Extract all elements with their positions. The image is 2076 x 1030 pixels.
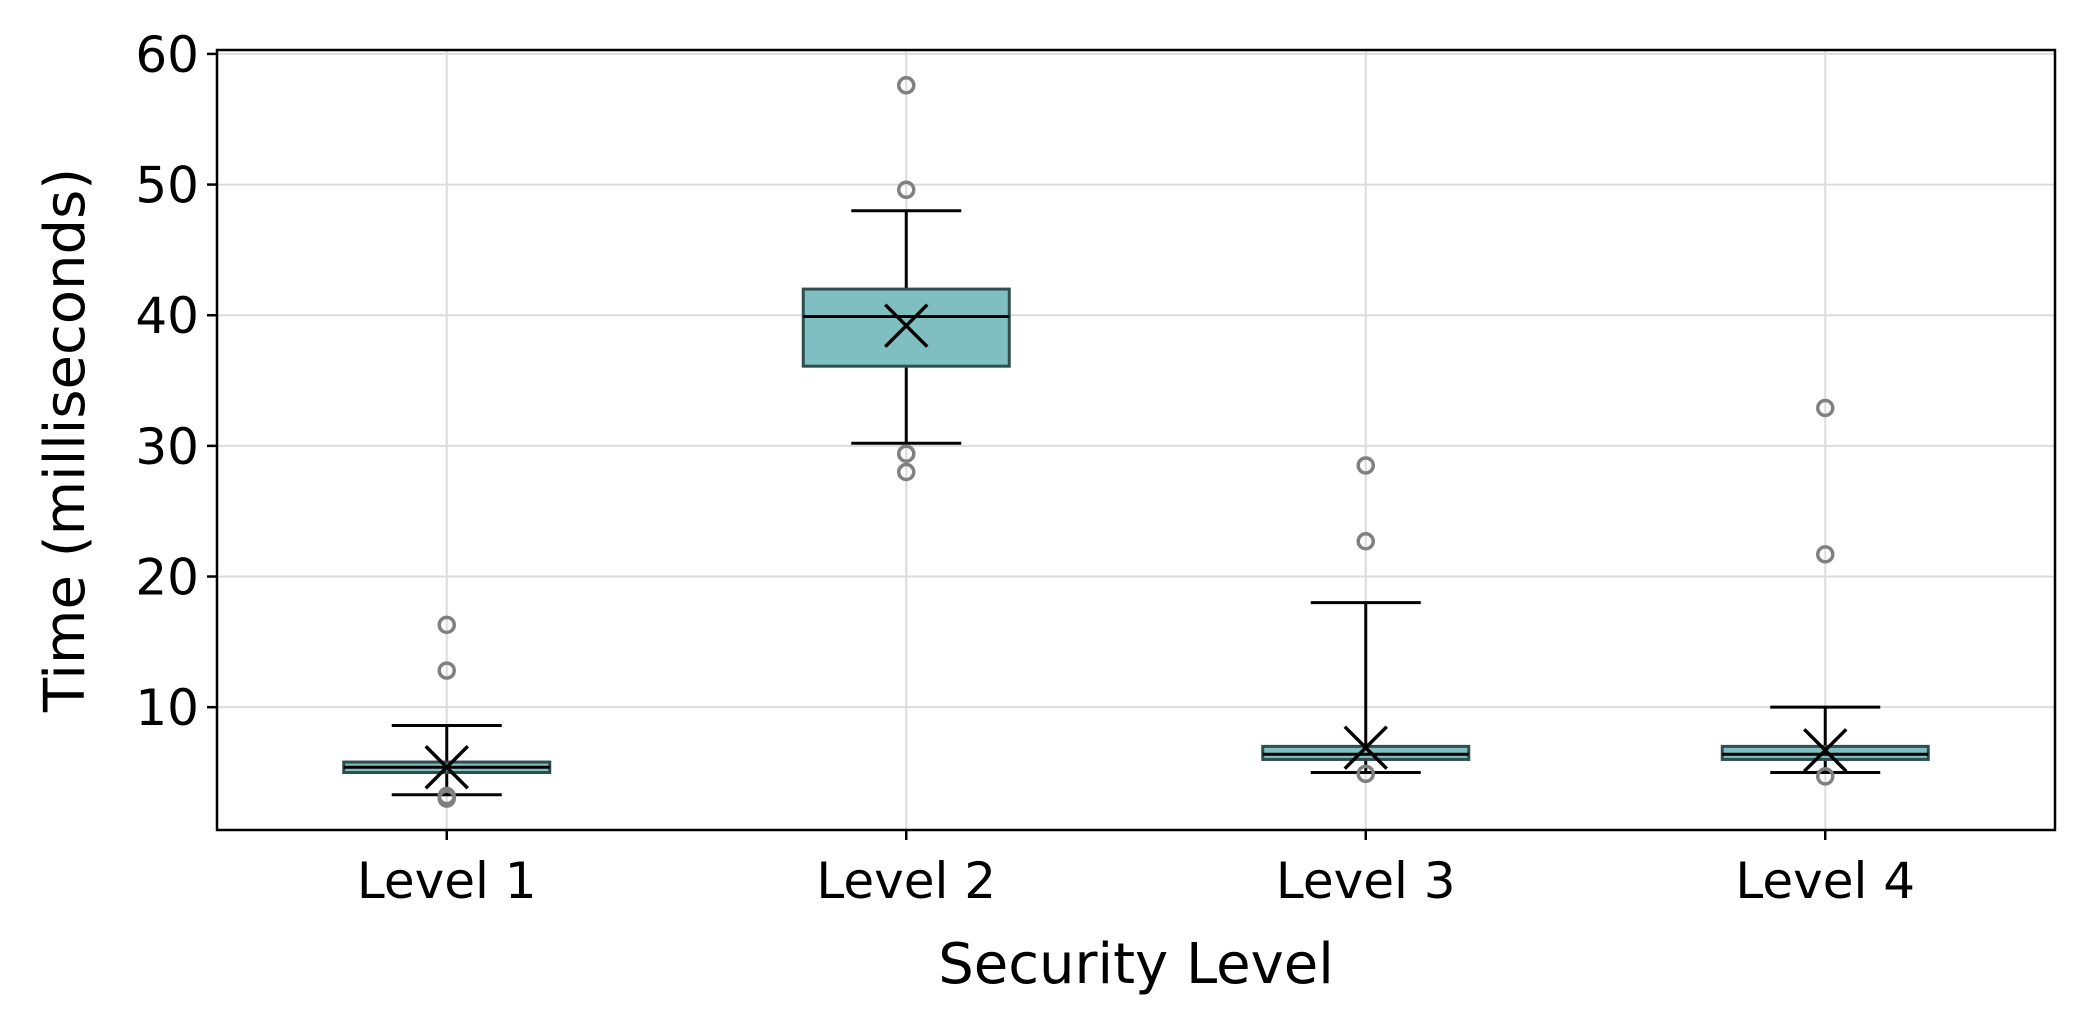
outlier-point [1816, 398, 1835, 418]
y-tick-label: 30 [135, 418, 199, 476]
outlier-point [1356, 764, 1375, 784]
box-group-1 [342, 615, 552, 808]
box-group-3 [1261, 456, 1471, 784]
x-tick-label: Level 3 [1276, 852, 1456, 910]
outlier-point [897, 76, 916, 95]
outlier-point [1356, 532, 1375, 551]
x-tick-label: Level 1 [357, 852, 537, 910]
x-tick-label: Level 2 [816, 852, 996, 910]
x-axis-label: Security Level [938, 932, 1334, 997]
outlier-point [1816, 545, 1835, 564]
y-tick-label: 20 [135, 549, 199, 607]
outlier-point [1356, 456, 1375, 475]
y-tick-label: 40 [135, 287, 199, 345]
outlier-point [437, 661, 456, 680]
x-tick-label: Level 4 [1735, 852, 1915, 910]
axis-layer: 10 20 30 40 50 60 Level 1 Level 2 Level 3 Level 4 [135, 26, 1915, 910]
y-tick-label: 60 [135, 26, 199, 84]
plot-frame [215, 48, 2057, 832]
y-tick-label: 10 [135, 679, 199, 737]
grid-layer [217, 50, 2055, 830]
outlier-point [897, 462, 916, 482]
box-layer [342, 76, 1930, 808]
outlier-point [437, 786, 456, 806]
outlier-point [1816, 767, 1835, 786]
mean-marker [884, 303, 929, 348]
y-axis-label: Time (milliseconds) [33, 168, 98, 713]
box-group-4 [1720, 398, 1930, 786]
outlier-point [897, 444, 916, 463]
outlier-point [897, 180, 916, 200]
box-group-2 [801, 76, 1011, 482]
mean-marker [1803, 728, 1848, 773]
mean-marker [1343, 725, 1388, 770]
mean-marker [424, 745, 469, 790]
y-tick-label: 50 [135, 157, 199, 215]
outlier-point [437, 615, 456, 635]
